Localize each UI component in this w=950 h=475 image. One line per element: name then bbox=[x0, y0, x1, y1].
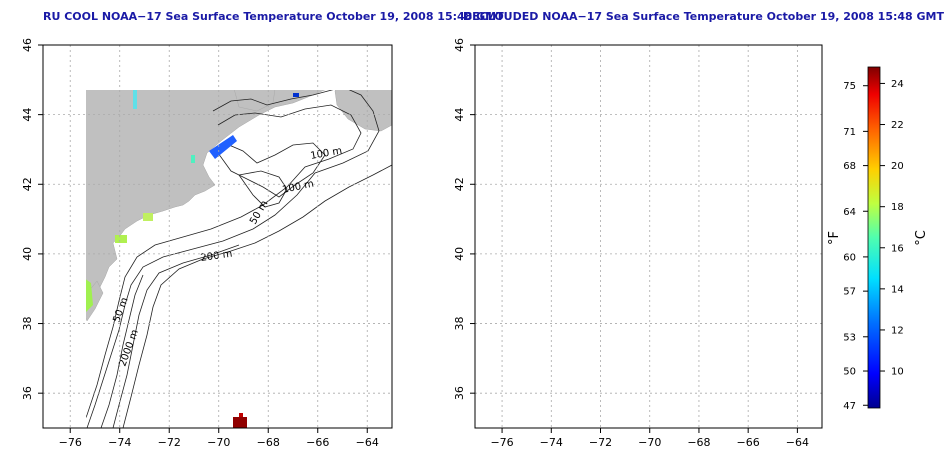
lat-tick-label: 42 bbox=[453, 177, 466, 191]
lat-tick-label: 42 bbox=[21, 177, 34, 191]
celsius-tick-label: 10 bbox=[891, 367, 904, 378]
right-map-axes: −76 −74 −72 −70 −68 −66 −64 36 38 40 42 44 46 bbox=[453, 38, 809, 449]
right-sst-pixels bbox=[479, 85, 657, 428]
celsius-unit-label: °C bbox=[914, 230, 929, 246]
temperature-colorbar: 75 71 68 64 60 57 53 50 47 24 22 20 18 16 14 12 10 °F °… bbox=[827, 66, 929, 412]
fahrenheit-tick-label: 68 bbox=[843, 161, 856, 172]
fahrenheit-tick-label: 75 bbox=[843, 81, 856, 92]
celsius-tick-label: 12 bbox=[891, 325, 904, 336]
right-map-frame bbox=[474, 44, 823, 429]
left-sst-pixels bbox=[86, 90, 299, 428]
lon-tick-label: −74 bbox=[108, 436, 131, 449]
celsius-tick-label: 16 bbox=[891, 243, 904, 254]
lon-tick-label: −66 bbox=[306, 436, 329, 449]
lon-tick-label: −68 bbox=[257, 436, 280, 449]
left-map-axes: −76 −74 −72 −70 −68 −66 −64 36 38 40 42 44 46 bbox=[21, 38, 379, 449]
left-map-title: RU COOL NOAA−17 Sea Surface Temperature … bbox=[43, 10, 504, 23]
left-map-frame bbox=[42, 44, 393, 429]
lon-tick-label: −72 bbox=[158, 436, 181, 449]
left-map-content bbox=[86, 90, 393, 429]
right-map-title: DECLOUDED NOAA−17 Sea Surface Temperatur… bbox=[463, 10, 945, 23]
lat-tick-label: 40 bbox=[21, 247, 34, 261]
fahrenheit-tick-label: 60 bbox=[843, 252, 856, 263]
lon-tick-label: −74 bbox=[540, 436, 563, 449]
celsius-tick-label: 14 bbox=[891, 284, 904, 295]
lon-tick-label: −64 bbox=[356, 436, 379, 449]
celsius-tick-label: 22 bbox=[891, 120, 904, 131]
lat-tick-label: 46 bbox=[21, 38, 34, 52]
lat-tick-label: 36 bbox=[453, 386, 466, 400]
lat-tick-label: 36 bbox=[21, 386, 34, 400]
fahrenheit-ticks: 75 71 68 64 60 57 53 50 47 bbox=[843, 81, 868, 412]
fahrenheit-tick-label: 47 bbox=[843, 401, 856, 412]
fahrenheit-tick-label: 57 bbox=[843, 287, 856, 298]
lon-tick-label: −72 bbox=[589, 436, 612, 449]
lon-tick-label: −70 bbox=[638, 436, 661, 449]
lon-tick-label: −66 bbox=[737, 436, 760, 449]
left-map-panel: −76 −74 −72 −70 −68 −66 −64 36 38 40 42 44 46 bbox=[21, 38, 393, 449]
fahrenheit-tick-label: 64 bbox=[843, 207, 856, 218]
celsius-tick-label: 24 bbox=[891, 79, 904, 90]
lat-tick-label: 46 bbox=[453, 38, 466, 52]
lon-tick-label: −68 bbox=[687, 436, 710, 449]
lat-tick-label: 38 bbox=[453, 317, 466, 331]
fahrenheit-unit-label: °F bbox=[827, 231, 842, 245]
lat-tick-label: 40 bbox=[453, 247, 466, 261]
lon-tick-label: −64 bbox=[786, 436, 809, 449]
fahrenheit-tick-label: 50 bbox=[843, 367, 856, 378]
lat-tick-label: 38 bbox=[21, 317, 34, 331]
lat-tick-label: 44 bbox=[453, 108, 466, 122]
celsius-tick-label: 20 bbox=[891, 161, 904, 172]
right-graticule bbox=[475, 44, 822, 428]
fahrenheit-tick-label: 53 bbox=[843, 332, 856, 343]
fahrenheit-tick-label: 71 bbox=[843, 127, 856, 138]
lon-tick-label: −76 bbox=[490, 436, 513, 449]
lat-tick-label: 44 bbox=[21, 108, 34, 122]
celsius-tick-label: 18 bbox=[891, 202, 904, 213]
celsius-ticks: 24 22 20 18 16 14 12 10 bbox=[880, 79, 904, 378]
colorbar-gradient bbox=[867, 66, 881, 409]
lon-tick-label: −70 bbox=[207, 436, 230, 449]
right-map-panel: −76 −74 −72 −70 −68 −66 −64 36 38 40 42 44 46 bbox=[453, 38, 823, 449]
lon-tick-label: −76 bbox=[59, 436, 82, 449]
